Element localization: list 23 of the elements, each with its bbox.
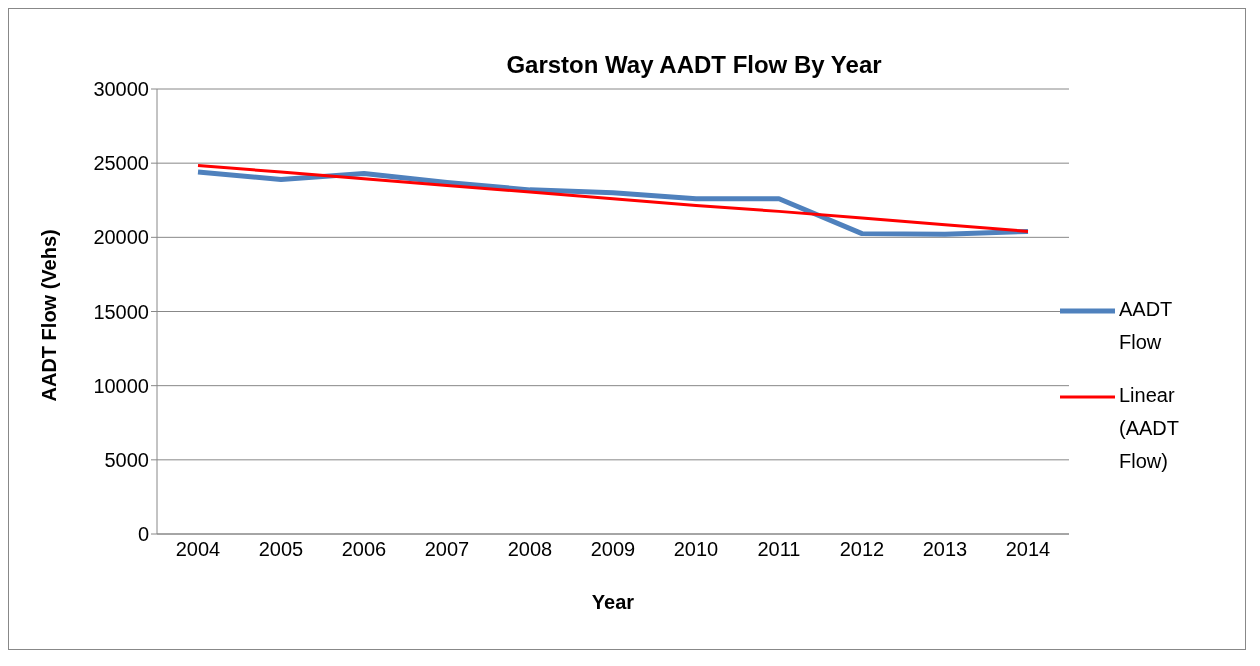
legend-label: Linear (AADT Flow) <box>1119 383 1180 474</box>
x-tick-label: 2013 <box>922 538 968 561</box>
x-axis-title: Year <box>591 591 635 613</box>
y-tick-label: 30000 <box>93 78 149 101</box>
x-tick-label: 2011 <box>757 538 801 561</box>
y-tick-label: 20000 <box>93 226 149 249</box>
y-tick-label: 25000 <box>93 152 149 175</box>
x-tick-label: 2008 <box>507 538 553 561</box>
x-tick-label: 2014 <box>1005 538 1051 561</box>
x-tick-label: 2004 <box>175 538 221 561</box>
y-tick-label: 5000 <box>104 448 149 471</box>
y-tick-label: 10000 <box>93 374 149 397</box>
y-axis-title: AADT Flow (Vehs) <box>38 229 61 402</box>
x-tick-label: 2007 <box>424 538 470 561</box>
x-tick-label: 2006 <box>341 538 387 561</box>
y-tick-label: 0 <box>137 523 149 546</box>
x-tick-label: 2012 <box>839 538 885 561</box>
x-tick-label: 2010 <box>673 538 719 561</box>
x-tick-label: 2009 <box>590 538 636 561</box>
legend-label: AADT Flow <box>1119 297 1173 355</box>
y-tick-label: 15000 <box>93 300 149 323</box>
chart-title: Garston Way AADT Flow By Year <box>505 51 883 79</box>
x-tick-label: 2005 <box>258 538 304 561</box>
